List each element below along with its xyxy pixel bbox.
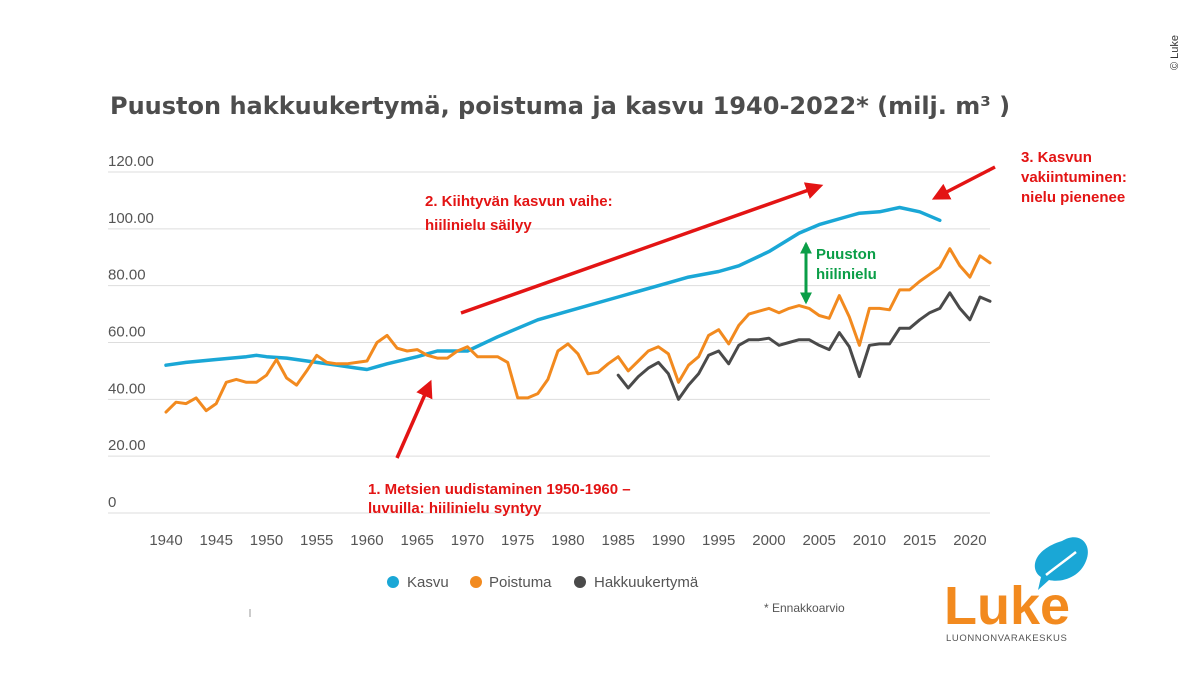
annotation-2-line-1: 2. Kiihtyvän kasvun vaihe: xyxy=(425,193,613,210)
x-tick-label: 1940 xyxy=(149,532,182,549)
arrow-2 xyxy=(460,182,824,315)
x-tick-label: 1965 xyxy=(401,532,434,549)
x-axis-ticks: 1940 1945 1950 1955 1960 1965 1970 1975 1980 1985… xyxy=(149,532,986,549)
legend-label-hakkuukertyma: Hakkuukertymä xyxy=(594,574,699,591)
series-line-hakkuukertyma xyxy=(616,291,992,401)
x-tick-label: 1995 xyxy=(702,532,735,549)
arrow-3 xyxy=(931,165,996,200)
luke-logo: Luke LUONNONVARAKESKUS xyxy=(944,537,1088,644)
x-tick-label: 2005 xyxy=(802,532,835,549)
annotation-1: 1. Metsien uudistaminen 1950-1960 – luvu… xyxy=(368,481,631,517)
x-tick-label: 2010 xyxy=(853,532,886,549)
annotation-3-line-1: 3. Kasvun xyxy=(1021,149,1092,166)
y-tick-label: 120.00 xyxy=(108,153,154,170)
legend-marker-hakkuukertyma xyxy=(574,576,586,588)
leaf-vein-icon xyxy=(1045,551,1077,576)
annotation-1-line-2: luvuilla: hiilinielu syntyy xyxy=(368,500,542,517)
x-tick-label: 2015 xyxy=(903,532,936,549)
y-tick-label: 60.00 xyxy=(108,324,146,341)
y-tick-label: 0 xyxy=(108,494,116,511)
legend-label-kasvu: Kasvu xyxy=(407,574,449,591)
x-tick-label: 2020 xyxy=(953,532,986,549)
y-tick-label: 100.00 xyxy=(108,210,154,227)
legend-marker-poistuma xyxy=(470,576,482,588)
x-tick-label: 1950 xyxy=(250,532,283,549)
y-tick-label: 20.00 xyxy=(108,437,146,454)
annotation-green-line-2: hiilinielu xyxy=(816,266,877,283)
annotation-3-line-2: vakiintuminen: xyxy=(1021,169,1127,186)
series-line-poistuma xyxy=(164,247,992,414)
annotation-3: 3. Kasvun vakiintuminen: nielu pienenee xyxy=(1021,149,1127,206)
x-tick-label: 1985 xyxy=(602,532,635,549)
annotation-2-line-2: hiilinielu säilyy xyxy=(425,217,532,234)
x-tick-label: 1975 xyxy=(501,532,534,549)
arrow-1 xyxy=(395,379,433,459)
legend-marker-kasvu xyxy=(387,576,399,588)
series-lines xyxy=(164,205,992,414)
footnote: * Ennakkoarvio xyxy=(764,601,845,615)
logo-wordmark: Luke xyxy=(944,576,1070,636)
x-tick-label: 1990 xyxy=(652,532,685,549)
legend-label-poistuma: Poistuma xyxy=(489,574,552,591)
annotation-2: 2. Kiihtyvän kasvun vaihe: hiilinielu sä… xyxy=(425,193,613,234)
x-tick-label: 1945 xyxy=(200,532,233,549)
annotation-green-line-1: Puuston xyxy=(816,246,876,263)
x-tick-label: 1960 xyxy=(350,532,383,549)
x-tick-label: 1980 xyxy=(551,532,584,549)
legend: Kasvu Poistuma Hakkuukertymä xyxy=(387,574,699,591)
x-tick-label: 1970 xyxy=(451,532,484,549)
x-tick-label: 1955 xyxy=(300,532,333,549)
y-tick-label: 80.00 xyxy=(108,267,146,284)
grid xyxy=(108,171,990,514)
copyright-text: © Luke xyxy=(1169,35,1181,70)
annotation-3-line-3: nielu pienenee xyxy=(1021,189,1125,206)
annotation-green: Puuston hiilinielu xyxy=(816,246,877,283)
annotation-1-line-1: 1. Metsien uudistaminen 1950-1960 – xyxy=(368,481,631,498)
x-tick-label: 2000 xyxy=(752,532,785,549)
logo-subtitle: LUONNONVARAKESKUS xyxy=(946,633,1067,644)
chart-title: Puuston hakkuukertymä, poistuma ja kasvu… xyxy=(110,92,1010,120)
series-line-kasvu xyxy=(164,205,942,372)
y-axis-ticks: 0 20.00 40.00 60.00 80.00 100.00 120.00 xyxy=(108,153,154,511)
y-tick-label: 40.00 xyxy=(108,380,146,397)
